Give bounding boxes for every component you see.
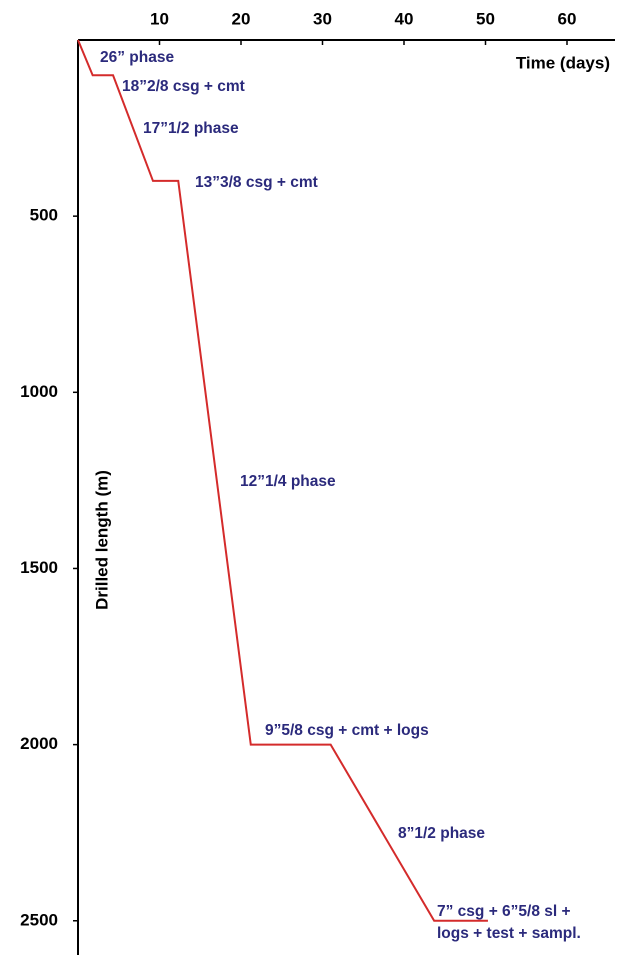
y-tick-label: 2500	[20, 910, 58, 929]
annotation: 26” phase	[100, 49, 174, 66]
annotation: 17”1/2 phase	[143, 120, 239, 137]
y-tick-label: 1000	[20, 382, 58, 401]
annotation: 18”2/8 csg + cmt	[122, 78, 245, 95]
y-tick-label: 500	[30, 206, 58, 225]
annotation: 8”1/2 phase	[398, 825, 485, 842]
line	[77, 39, 488, 922]
x-tick-label: 20	[232, 9, 251, 28]
annotation: 13”3/8 csg + cmt	[195, 174, 318, 191]
x-tick-label: 60	[558, 9, 577, 28]
x-tick-label: 40	[395, 9, 414, 28]
y-tick-label: 1500	[20, 558, 58, 577]
y-tick-label: 2000	[20, 734, 58, 753]
annotation: 7” csg + 6”5/8 sl +	[437, 903, 571, 920]
x-tick-label: 10	[150, 9, 169, 28]
x-tick-label: 30	[313, 9, 332, 28]
x-tick-label: 50	[476, 9, 495, 28]
annotation: logs + test + sampl.	[437, 925, 581, 942]
annotation: 9”5/8 csg + cmt + logs	[265, 722, 429, 739]
y-axis-label: Drilled length (m)	[92, 470, 111, 610]
x-axis-label: Time (days)	[516, 53, 610, 72]
annotation: 12”1/4 phase	[240, 473, 336, 490]
